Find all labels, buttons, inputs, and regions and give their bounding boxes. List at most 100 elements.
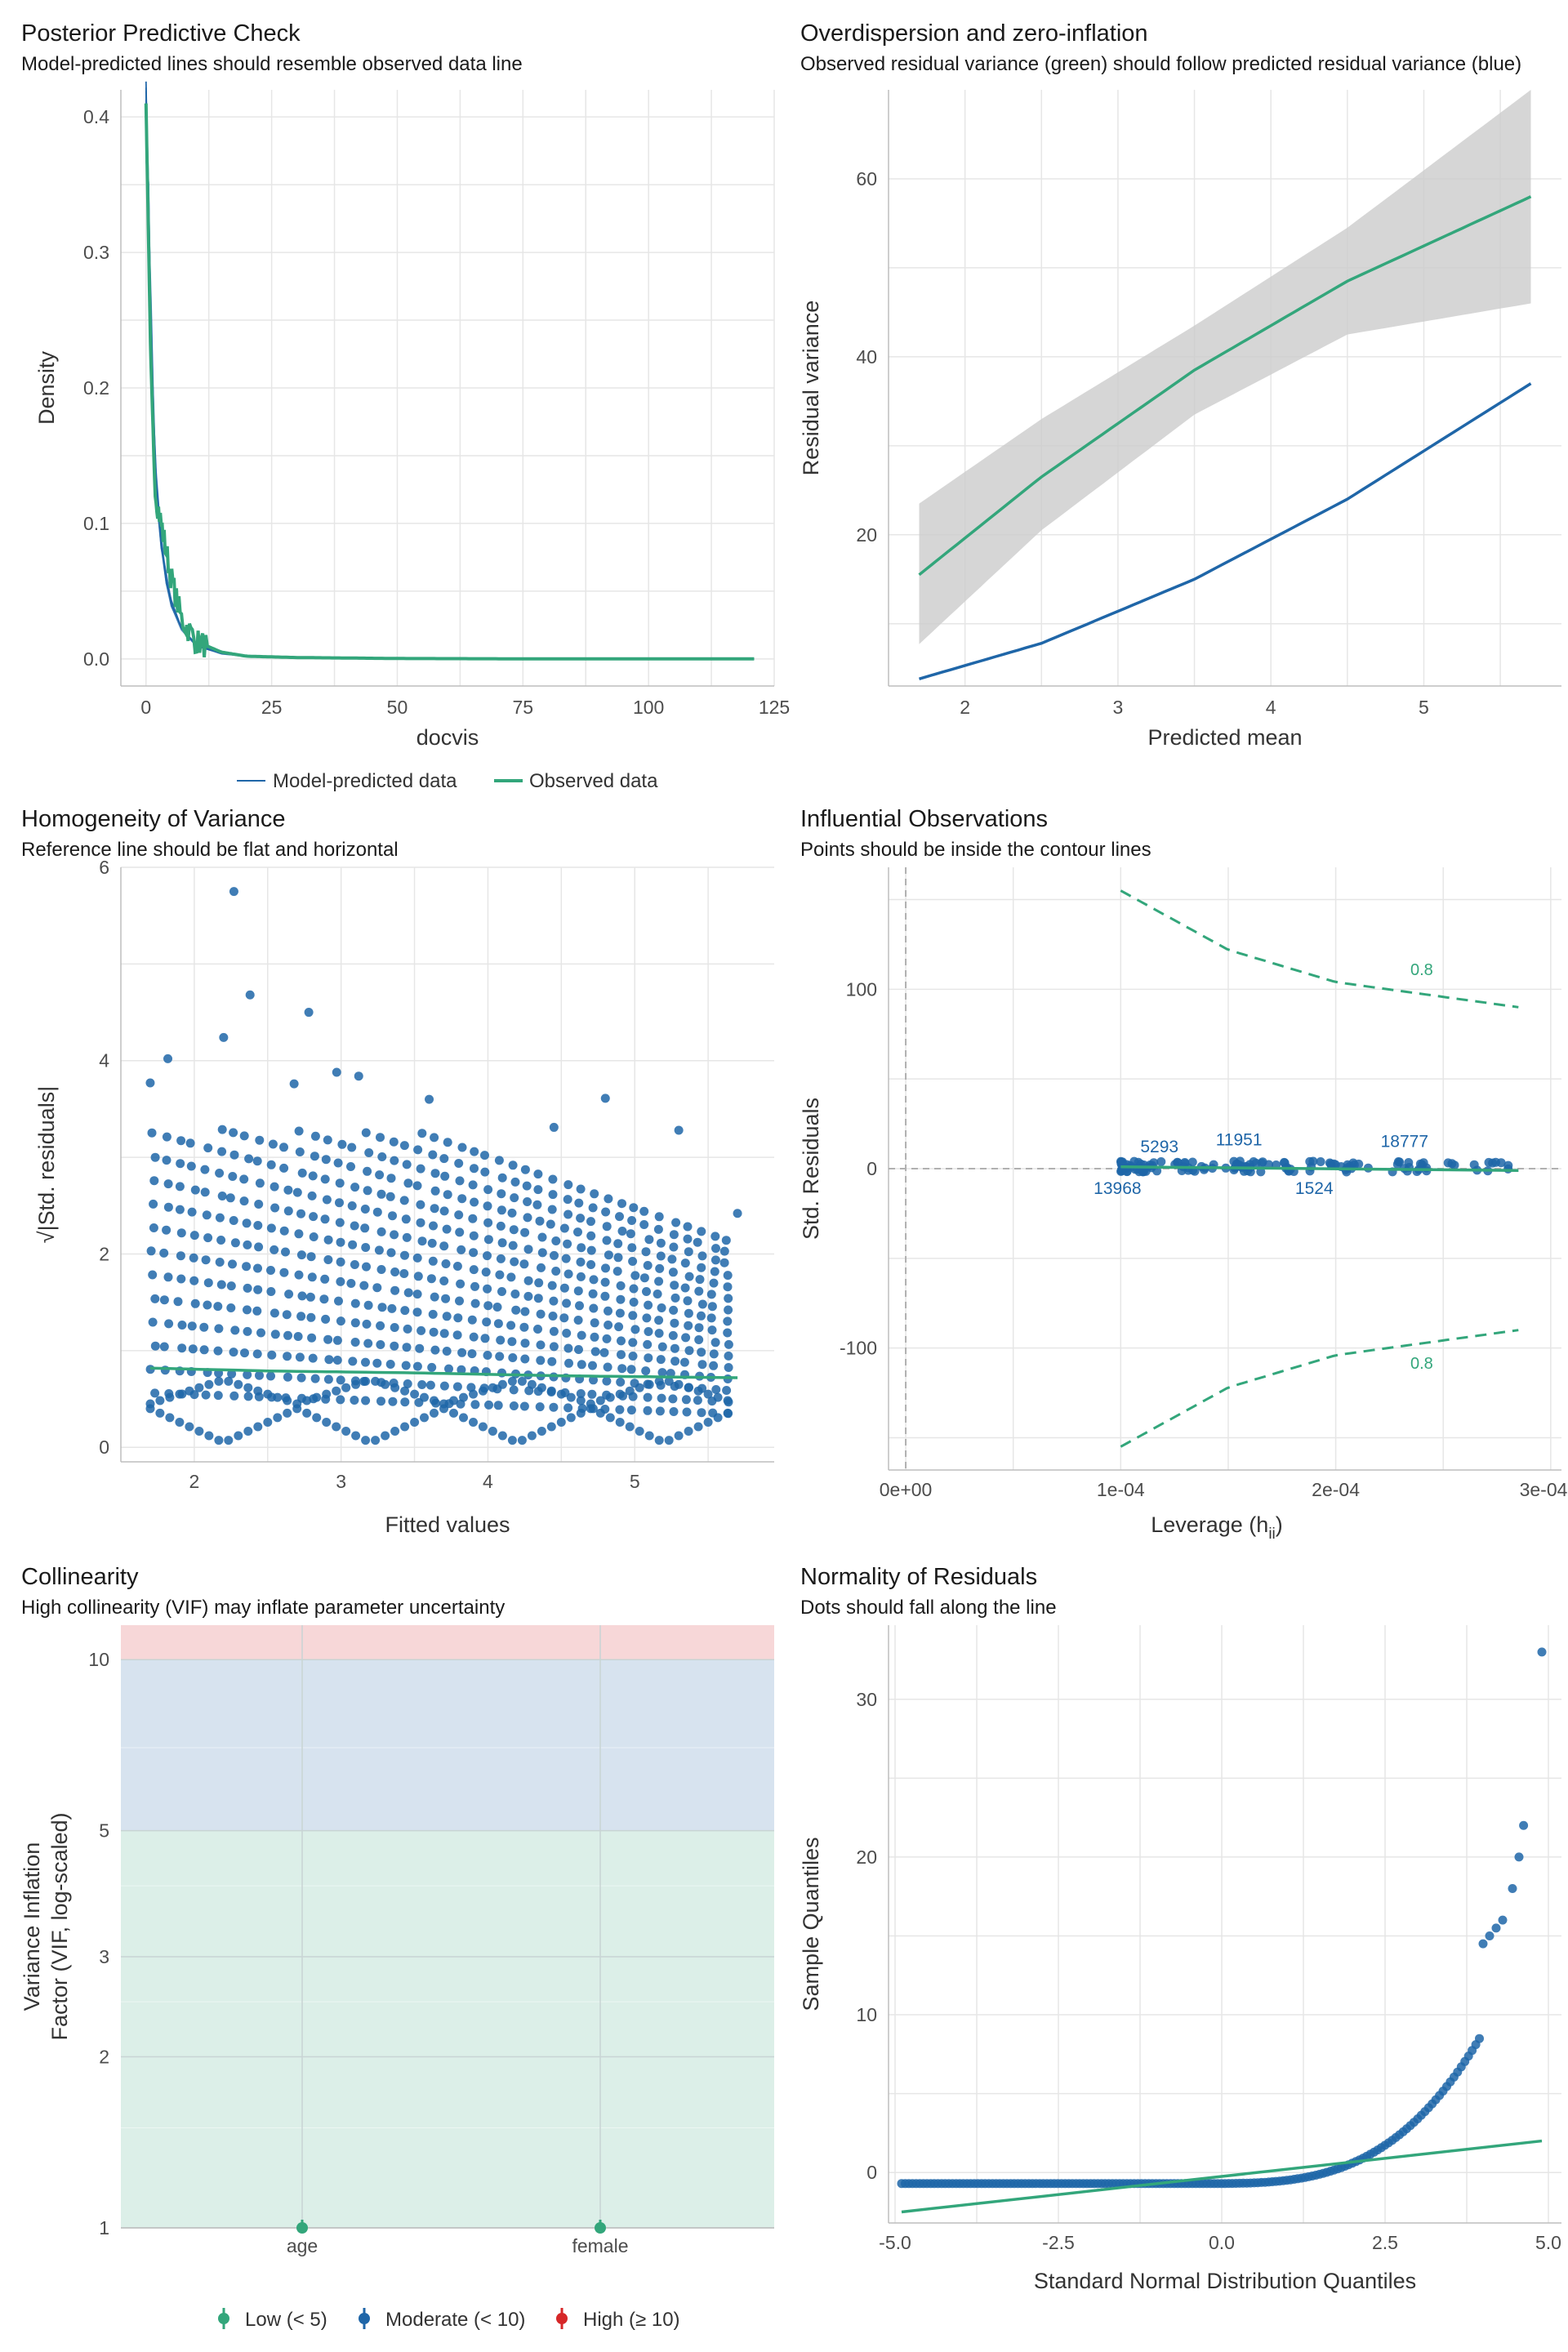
hv-point xyxy=(697,1227,706,1236)
hv-point xyxy=(470,1164,479,1174)
hv-point xyxy=(270,1203,280,1213)
hv-point xyxy=(627,1216,637,1225)
hv-point xyxy=(517,1376,527,1386)
hv-y-tick-label: 0 xyxy=(99,1437,109,1458)
hv-point xyxy=(604,1321,613,1330)
col-y-tick-label: 3 xyxy=(99,1946,109,1967)
hv-point xyxy=(625,1386,635,1396)
hv-point xyxy=(279,1163,289,1173)
hv-point xyxy=(563,1195,572,1205)
hv-point xyxy=(697,1360,707,1370)
hv-point xyxy=(697,1311,706,1321)
hv-y-tick-label: 6 xyxy=(99,857,109,878)
hv-point xyxy=(470,1281,479,1291)
hv-point xyxy=(655,1263,665,1273)
hv-point xyxy=(496,1254,506,1263)
hv-point xyxy=(263,1389,273,1399)
hv-point xyxy=(510,1257,519,1267)
hv-point xyxy=(533,1294,543,1303)
hv-point xyxy=(306,1252,316,1262)
collinearity-panel: age female 1 2 3 5 10 Variance Inflation Factor … xyxy=(20,1625,774,2331)
hv-point xyxy=(549,1296,559,1306)
hv-point xyxy=(693,1386,703,1396)
hv-point xyxy=(694,1286,704,1296)
hv-point xyxy=(335,1218,345,1227)
io-point xyxy=(1307,1162,1316,1172)
hv-point xyxy=(439,1381,449,1391)
hv-point xyxy=(390,1156,399,1165)
io-point xyxy=(1190,1166,1200,1176)
hv-point xyxy=(442,1224,452,1234)
hv-point xyxy=(350,1260,359,1269)
hv-point xyxy=(348,1356,358,1366)
hv-point xyxy=(430,1408,439,1418)
homogeneity-subtitle: Reference line should be flat and horizo… xyxy=(21,839,399,861)
hv-point xyxy=(683,1222,693,1232)
hv-point xyxy=(551,1236,561,1245)
hv-point xyxy=(283,1185,293,1195)
hv-point xyxy=(724,1305,733,1315)
hv-point xyxy=(600,1277,610,1287)
ppc-model-predicted-line xyxy=(145,81,755,660)
hv-point xyxy=(239,1196,249,1206)
io-fit-line xyxy=(1120,1165,1519,1172)
io-x-axis-label-sub: ii xyxy=(1268,1526,1275,1543)
hv-point xyxy=(706,1290,716,1299)
hv-point xyxy=(336,1257,345,1267)
hv-point xyxy=(386,1174,396,1183)
hv-point xyxy=(523,1291,533,1301)
hv-point xyxy=(255,1370,264,1380)
hv-point xyxy=(564,1269,573,1279)
hv-point xyxy=(403,1288,413,1298)
hv-point xyxy=(469,1248,479,1258)
hv-point xyxy=(601,1207,611,1217)
hv-point xyxy=(283,1330,292,1340)
hv-point xyxy=(644,1327,653,1336)
hv-point xyxy=(482,1317,492,1327)
hv-point xyxy=(457,1245,466,1254)
hv-point xyxy=(187,1321,197,1331)
hv-point xyxy=(654,1212,664,1222)
hv-point xyxy=(215,1213,225,1223)
hv-point xyxy=(723,1316,733,1326)
ppc-observed-line xyxy=(144,103,755,661)
hv-point xyxy=(202,1210,212,1220)
hv-point xyxy=(576,1272,586,1281)
hv-point xyxy=(444,1364,453,1374)
hv-point xyxy=(177,1343,187,1353)
hv-point xyxy=(336,1316,345,1326)
hv-point xyxy=(668,1394,678,1404)
hv-point xyxy=(628,1352,638,1361)
hv-point xyxy=(626,1229,635,1239)
hv-point xyxy=(253,1285,263,1294)
hv-point xyxy=(601,1263,610,1273)
hv-point xyxy=(576,1214,586,1223)
ppc-y-tick-label: 0.3 xyxy=(83,242,109,263)
hv-point xyxy=(452,1382,462,1392)
hv-point xyxy=(322,1195,332,1205)
hv-point xyxy=(361,1396,371,1405)
ppc-y-tick-label: 0.4 xyxy=(83,106,109,127)
hv-point xyxy=(321,1155,331,1165)
hv-point xyxy=(559,1223,569,1233)
hv-point xyxy=(642,1313,652,1323)
hv-point xyxy=(348,1240,358,1250)
hv-point xyxy=(707,1325,717,1335)
hv-point xyxy=(564,1358,573,1368)
nr-x-axis-label: Standard Normal Distribution Quantiles xyxy=(1034,2269,1416,2293)
io-points xyxy=(1116,1156,1513,1177)
hv-point xyxy=(239,1174,249,1184)
hv-point xyxy=(403,1324,412,1334)
hv-point xyxy=(310,1152,319,1161)
hv-point xyxy=(523,1276,533,1285)
hv-point xyxy=(361,1243,371,1252)
hv-point xyxy=(600,1291,610,1301)
io-point xyxy=(1496,1158,1506,1168)
io-y-tick-label: 0 xyxy=(866,1158,877,1179)
hv-point xyxy=(469,1231,479,1241)
hv-point xyxy=(483,1185,493,1195)
hv-point xyxy=(563,1239,572,1249)
col-legend-key-point xyxy=(359,2313,370,2324)
hv-point xyxy=(234,1379,243,1389)
hv-point xyxy=(520,1339,530,1348)
